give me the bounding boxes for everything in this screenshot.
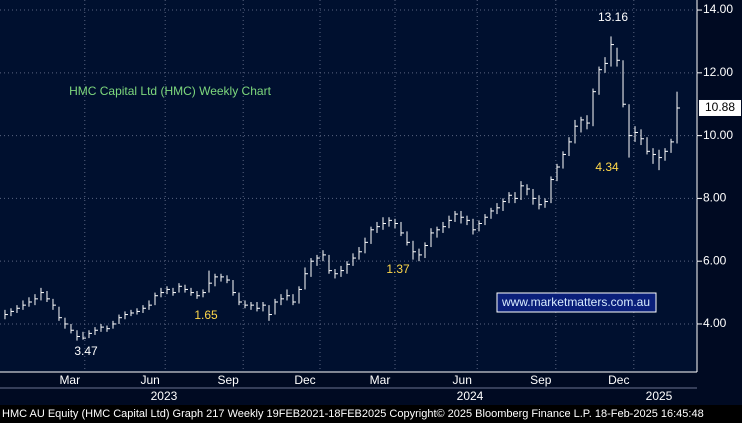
x-tick-label: Mar: [59, 373, 80, 387]
x-tick-label: Sep: [530, 373, 552, 387]
x-tick-label: Jun: [453, 373, 472, 387]
x-tick-label: Jun: [141, 373, 160, 387]
year-label: 2023: [151, 389, 178, 403]
annotation: 1.65: [194, 308, 218, 322]
y-axis-area: [697, 0, 742, 405]
annotation: 3.47: [74, 344, 98, 358]
y-tick-label: 10.00: [703, 128, 733, 142]
chart-title: HMC Capital Ltd (HMC) Weekly Chart: [69, 84, 271, 98]
x-tick-label: Sep: [218, 373, 240, 387]
last-price-box: [699, 99, 741, 116]
annotation: 13.16: [598, 10, 628, 24]
watermark: www.marketmatters.com.au: [501, 295, 650, 309]
y-tick-label: 8.00: [703, 191, 727, 205]
x-tick-label: Dec: [608, 373, 629, 387]
y-tick-label: 6.00: [703, 253, 727, 267]
annotation: 4.34: [595, 160, 619, 174]
x-tick-label: Dec: [294, 373, 315, 387]
grid: [0, 0, 697, 372]
y-tick-label: 14.00: [703, 2, 733, 16]
watermark-box: [496, 292, 657, 313]
year-label: 2024: [457, 389, 484, 403]
y-tick-label: 12.00: [703, 65, 733, 79]
x-tick-label: Mar: [370, 373, 391, 387]
bars: [4, 36, 681, 341]
last-price-label: 10.88: [705, 100, 735, 114]
annotation: 1.37: [386, 262, 410, 276]
y-tick-label: 4.00: [703, 316, 727, 330]
plot-area: [0, 0, 697, 372]
footer: HMC AU Equity (HMC Capital Ltd) Graph 21…: [2, 408, 704, 420]
year-label: 2025: [646, 389, 673, 403]
